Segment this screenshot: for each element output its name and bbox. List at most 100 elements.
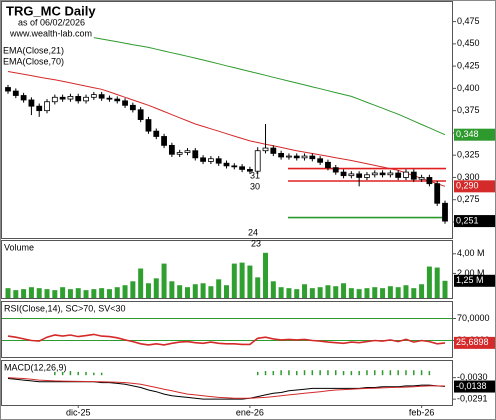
ema-line <box>93 37 446 136</box>
candle-body <box>153 130 160 137</box>
volume-bar <box>341 283 347 298</box>
value-box <box>454 215 495 228</box>
volume-bar <box>403 285 409 298</box>
pane-title: MACD(12,26,9) <box>4 362 67 372</box>
candle-body <box>129 104 136 111</box>
volume-bar <box>294 289 300 298</box>
candle-body <box>270 147 277 154</box>
histogram-bar <box>350 371 353 376</box>
rsi-line <box>7 333 446 346</box>
histogram-bar <box>54 371 56 376</box>
volume-bar <box>356 289 362 298</box>
candle-body <box>83 96 89 102</box>
y-tick-label: 0,450 <box>457 38 480 48</box>
value-box <box>454 274 495 287</box>
histogram-bar <box>288 370 290 376</box>
rsi-pane <box>1 301 453 358</box>
candle-body <box>387 172 394 176</box>
volume-bar <box>325 285 331 298</box>
y-tick-label: -0,0291 <box>457 394 488 404</box>
histogram-bar <box>61 371 64 376</box>
candle-body <box>184 150 191 153</box>
histogram-bar <box>389 370 392 376</box>
volume-bar <box>333 286 339 298</box>
y-tick-label: 0,425 <box>457 60 480 70</box>
volume-bar <box>239 262 245 298</box>
y-tick-label: 2,00 M <box>457 268 485 278</box>
candle-body <box>20 95 27 101</box>
volume-bar <box>99 288 105 298</box>
volume-bar <box>60 287 66 298</box>
candle-body <box>403 171 409 178</box>
candle-body <box>98 94 105 99</box>
histogram-bar <box>319 370 321 376</box>
pane-title: RSI(Close,14), SC>70, SV<30 <box>4 303 126 313</box>
candle-body <box>145 119 152 132</box>
candle-body <box>75 96 82 102</box>
value-box-label: 0,348 <box>456 129 479 139</box>
candle-body <box>161 136 167 146</box>
candle-body <box>44 101 50 112</box>
candle-body <box>215 158 222 164</box>
pane-title: Volume <box>4 242 34 252</box>
volume-bar <box>263 252 269 298</box>
value-box-label: 0,251 <box>456 215 479 225</box>
candle-body <box>426 177 433 185</box>
histogram-bar <box>272 371 275 376</box>
price-pane <box>1 1 453 239</box>
value-box <box>454 380 495 393</box>
histogram-bar <box>381 370 384 376</box>
candle-body <box>36 105 43 112</box>
volume-bar <box>286 288 292 298</box>
value-box-label: 0,290 <box>456 181 479 191</box>
candle-body <box>59 96 66 100</box>
y-tick-label: 0,375 <box>457 105 480 115</box>
candle-body <box>293 155 300 159</box>
volume-bar <box>380 288 386 298</box>
candle-body <box>379 172 386 176</box>
chart-title: TRG_MC Daily <box>6 3 96 18</box>
volume-bar <box>184 287 190 298</box>
annotation: 31 <box>250 170 260 180</box>
candle-body <box>168 144 175 155</box>
histogram-bar <box>397 370 399 376</box>
candle-body <box>223 162 230 167</box>
histogram-bar <box>85 371 87 376</box>
candle-body <box>192 150 199 159</box>
volume-bar <box>200 283 206 298</box>
source: www.wealth-lab.com <box>9 28 92 38</box>
volume-bar <box>317 287 323 298</box>
volume-bar <box>153 278 159 298</box>
candle-body <box>371 172 378 176</box>
candle-body <box>317 158 324 163</box>
candle-body <box>301 155 308 159</box>
volume-bar <box>364 288 370 298</box>
volume-bar <box>442 280 448 298</box>
volume-bar <box>169 281 175 298</box>
annotation: 23 <box>251 238 261 248</box>
candle-body <box>5 87 11 92</box>
volume-bar <box>387 286 393 298</box>
candle-body <box>332 167 339 173</box>
volume-bar <box>419 284 425 298</box>
histogram-bar <box>413 370 415 376</box>
candle-body <box>12 90 19 96</box>
volume-bar <box>434 267 440 298</box>
y-tick-label: 0,300 <box>457 172 480 182</box>
value-box-label: 25,6898 <box>456 337 489 347</box>
candle-body <box>348 173 355 177</box>
candle-body <box>106 97 113 100</box>
volume-bar <box>247 265 253 298</box>
volume-bar <box>83 290 89 298</box>
volume-bar <box>75 288 81 298</box>
volume-bar <box>411 288 417 298</box>
candle-body <box>442 202 448 222</box>
candle-body <box>239 166 246 170</box>
histogram-bar <box>342 371 345 376</box>
volume-bar <box>106 289 112 298</box>
value-box <box>454 128 495 141</box>
ema-line <box>7 71 446 187</box>
volume-bar <box>52 290 58 298</box>
candle-body <box>207 158 214 162</box>
candle-body <box>176 152 183 155</box>
